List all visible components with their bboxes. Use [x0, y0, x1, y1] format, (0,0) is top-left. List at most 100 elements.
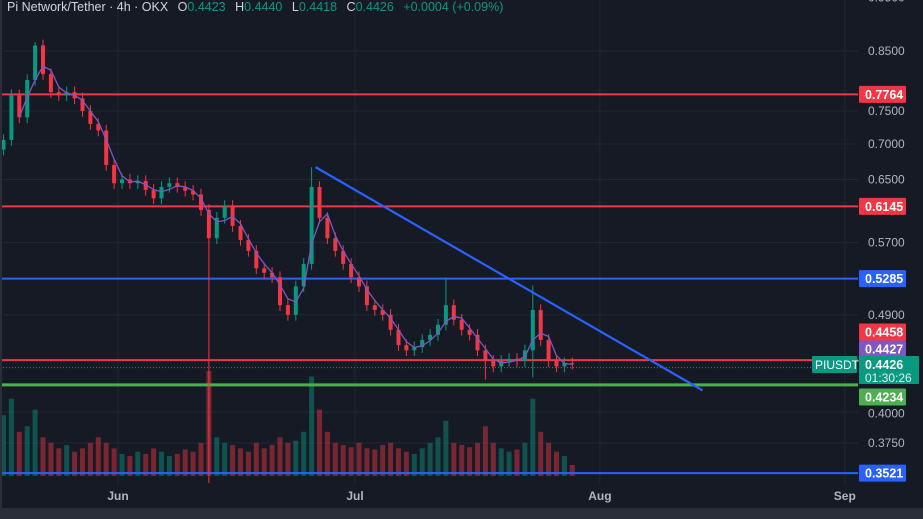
volume-bar	[293, 440, 299, 476]
candle-body	[80, 98, 85, 111]
candle-body	[357, 277, 361, 287]
current-price: 0.4426	[865, 358, 903, 372]
volume-bar	[269, 445, 275, 476]
candle-body	[278, 277, 282, 306]
candle-body	[436, 324, 440, 335]
price-chart[interactable]: 0.9500 0.8500 0.7500 0.7000 0.6500 0.5700 0.49…	[0, 0, 923, 508]
volume-bar	[230, 445, 236, 476]
y-tick-label: 0.8500	[868, 44, 905, 58]
ticker-label-bg	[812, 356, 857, 373]
volume-bar	[530, 398, 536, 476]
y-tick-label: 0.7500	[868, 104, 905, 118]
trendline[interactable]	[314, 166, 704, 392]
y-tick-label: 0.4000	[868, 407, 905, 421]
candle-body	[1, 139, 6, 150]
open-label: O	[177, 0, 188, 14]
volume-bar	[554, 451, 559, 476]
candle-body	[33, 45, 38, 81]
volume-bar	[380, 445, 386, 476]
volume-bar	[356, 442, 362, 476]
volume-bar	[111, 448, 117, 476]
candle-body	[191, 190, 196, 195]
candle-body	[88, 110, 93, 124]
candle-body	[364, 286, 369, 306]
candle-body	[206, 209, 211, 239]
level-label-0.5285: 0.5285	[865, 272, 903, 286]
volume-bar	[261, 448, 267, 476]
volume-bar	[490, 442, 496, 476]
volume-bar	[411, 453, 417, 476]
y-tick-label: 0.3750	[868, 436, 905, 450]
candle-body	[507, 358, 512, 361]
grid	[0, 0, 858, 485]
level-label-0.5285-bg	[859, 270, 906, 288]
volume-bar	[285, 442, 291, 476]
volume-bar	[87, 442, 93, 476]
candle-body	[135, 180, 140, 184]
level-label-0.4234-bg	[859, 388, 906, 406]
low-label: L	[291, 0, 299, 14]
volume-bar	[467, 447, 473, 476]
volume-bar	[72, 451, 78, 476]
candle-body	[412, 347, 417, 351]
volume-bar	[24, 426, 30, 476]
candle-body	[341, 250, 346, 264]
level-label-0.3521-bg	[859, 464, 906, 482]
horizontal-levels[interactable]	[0, 93, 858, 475]
volume-bar	[222, 442, 228, 476]
countdown-timer: 01:30:26	[865, 371, 912, 385]
candle-body	[183, 186, 188, 191]
volume-bar	[451, 442, 457, 476]
candle-body	[120, 179, 124, 184]
price-axis[interactable]: 0.9500 0.8500 0.7500 0.7000 0.6500 0.5700 0.49…	[868, 0, 905, 450]
level-label-0.6145-bg	[859, 197, 906, 215]
candle-body	[317, 186, 322, 218]
price-labels: 0.7764 0.6145 0.5285 0.4458 0.3521 0.44270.44…	[812, 85, 919, 482]
candle-body	[562, 363, 567, 367]
close-label: C	[346, 0, 356, 14]
low-value: 0.4418	[298, 0, 338, 14]
ma-value-label-bg	[859, 340, 906, 358]
candle-body	[293, 286, 298, 315]
candle-body	[546, 339, 551, 361]
volume-bar	[8, 398, 14, 476]
volume-bar	[364, 448, 370, 476]
bottom-toolbar-strip	[0, 508, 923, 519]
candle-body	[349, 263, 354, 278]
volume-bar	[56, 448, 62, 476]
level-label-0.4458: 0.4458	[865, 326, 903, 340]
y-tick-label: 0.4900	[868, 308, 905, 322]
candle-body	[380, 309, 385, 315]
candle-body	[491, 360, 496, 367]
volume-bar	[388, 442, 394, 476]
volume-bar	[80, 448, 85, 476]
volume-bar	[459, 445, 465, 476]
candle-body	[151, 189, 156, 199]
volume-bar	[443, 420, 449, 476]
volume-bar	[482, 426, 488, 476]
level-label-0.4234: 0.4234	[865, 391, 903, 405]
volume-bar	[64, 445, 70, 476]
volume-bar	[396, 448, 401, 476]
level-label-0.4458-bg	[859, 323, 906, 341]
change-value: +0.0004 (+0.09%)	[403, 0, 504, 14]
candle-body	[301, 263, 306, 287]
volume-bar	[317, 409, 322, 476]
candle-body	[538, 309, 543, 340]
volume-bar	[182, 449, 188, 476]
candle-body	[246, 239, 251, 251]
y-tick-label: 0.7000	[868, 137, 905, 151]
time-axis[interactable]: Jun Jul Aug Sep	[107, 489, 855, 503]
candle-body	[96, 123, 101, 131]
volume-bar	[546, 442, 552, 476]
volume-bar	[538, 431, 544, 476]
symbol-title[interactable]: Pi Network/Tether · 4h · OKX	[7, 0, 169, 14]
volume-bar	[151, 448, 157, 476]
candle-body	[262, 268, 267, 273]
candle-body	[56, 92, 61, 96]
candle-body	[443, 305, 448, 325]
current-price-bg	[859, 356, 919, 384]
candle-body	[222, 206, 227, 218]
candle-body	[475, 334, 480, 351]
level-label-0.3521: 0.3521	[865, 467, 903, 481]
